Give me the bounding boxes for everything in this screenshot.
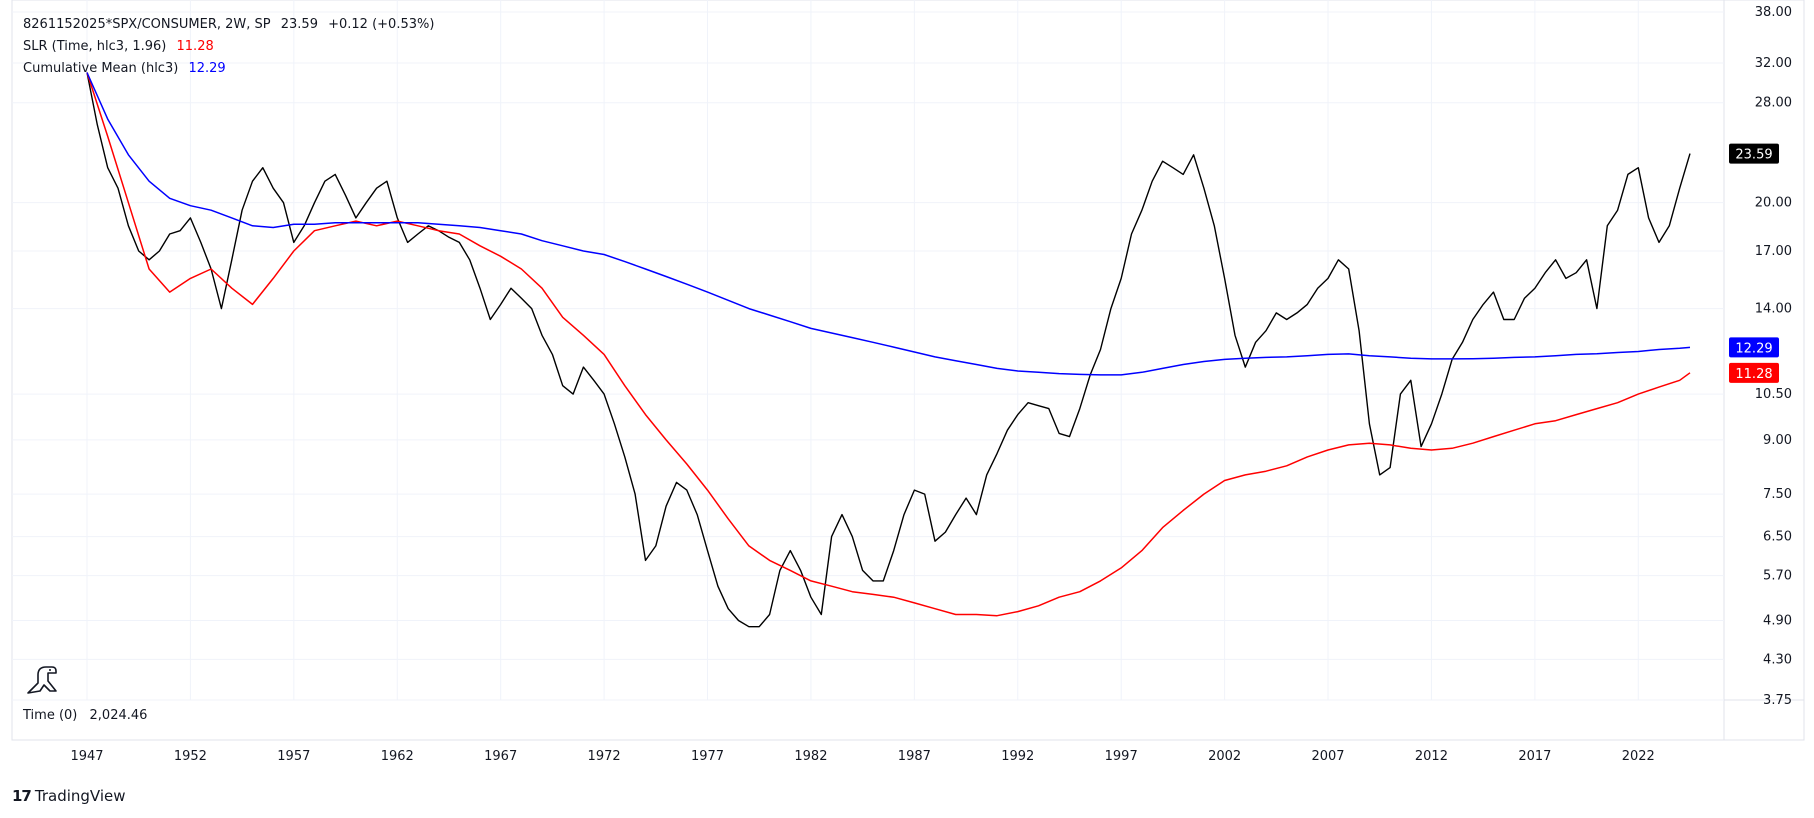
x-tick-label: 1997 — [1105, 749, 1138, 764]
mean-value: 12.29 — [188, 61, 226, 76]
series-layer — [86, 72, 1691, 628]
x-axis[interactable]: 1947 1952 1957 1962 1967 1972 1977 1982 1987 1992… — [70, 749, 1654, 764]
x-tick-label: 1947 — [70, 749, 103, 764]
y-axis[interactable]: 3.75 4.30 4.90 5.70 6.50 7.50 9.00 10.50 14.00 17… — [1755, 5, 1792, 708]
x-tick-label: 2017 — [1518, 749, 1551, 764]
x-tick-label: 1962 — [381, 749, 414, 764]
time-indicator-value: 2,024.46 — [89, 708, 148, 723]
y-tick-label: 5.70 — [1763, 569, 1792, 584]
last-price: 23.59 — [280, 17, 318, 32]
x-tick-label: 1982 — [794, 749, 827, 764]
symbol-label: 8261152025*SPX/CONSUMER, 2W, SP — [23, 17, 271, 32]
x-tick-label: 2002 — [1208, 749, 1241, 764]
x-tick-label: 1967 — [484, 749, 517, 764]
price-tag-label: 12.29 — [1735, 341, 1772, 356]
cumulative-mean-line — [86, 72, 1691, 376]
y-tick-label: 10.50 — [1755, 387, 1792, 402]
mean-label: Cumulative Mean (hlc3) — [23, 61, 179, 76]
brand-name: TradingView — [34, 787, 126, 805]
time-indicator-label: Time (0) — [23, 708, 78, 723]
dinosaur-icon[interactable] — [26, 663, 60, 699]
x-tick-label: 2022 — [1622, 749, 1655, 764]
y-tick-label: 6.50 — [1763, 530, 1792, 545]
price-tag — [1729, 143, 1779, 164]
grid — [11, 0, 1805, 741]
y-tick-label: 38.00 — [1755, 5, 1792, 20]
chart-frame — [11, 0, 1805, 741]
y-tick-label: 7.50 — [1763, 487, 1792, 502]
time-pane-legend[interactable]: Time (0) 2,024.46 — [23, 708, 155, 723]
y-tick-label: 4.30 — [1763, 652, 1792, 667]
y-tick-label: 3.75 — [1763, 693, 1792, 708]
slr-line — [86, 72, 1691, 617]
slr-label: SLR (Time, hlc3, 1.96) — [23, 39, 167, 54]
x-tick-label: 1972 — [588, 749, 621, 764]
y-tick-label: 28.00 — [1755, 96, 1792, 111]
tradingview-logo[interactable]: 17 TradingView — [12, 787, 126, 805]
y-tick-label: 9.00 — [1763, 433, 1792, 448]
price-tag — [1729, 362, 1779, 383]
y-tick-label: 4.90 — [1763, 614, 1792, 629]
legend-row-symbol[interactable]: 8261152025*SPX/CONSUMER, 2W, SP 23.59 +0… — [23, 14, 440, 36]
price-tag-label: 23.59 — [1735, 148, 1772, 163]
legend-row-slr[interactable]: SLR (Time, hlc3, 1.96) 11.28 — [23, 36, 440, 58]
y-tick-label: 17.00 — [1755, 244, 1792, 259]
x-tick-label: 1992 — [1001, 749, 1034, 764]
y-tick-label: 20.00 — [1755, 196, 1792, 211]
x-tick-label: 1977 — [691, 749, 724, 764]
price-tag-label: 11.28 — [1735, 367, 1772, 382]
price-tag — [1729, 337, 1779, 358]
x-tick-label: 2012 — [1415, 749, 1448, 764]
legend: 8261152025*SPX/CONSUMER, 2W, SP 23.59 +0… — [23, 14, 440, 80]
y-tick-label: 14.00 — [1755, 302, 1792, 317]
x-tick-label: 1957 — [277, 749, 310, 764]
x-tick-label: 1952 — [174, 749, 207, 764]
price-line — [86, 72, 1691, 628]
y-tick-label: 32.00 — [1755, 56, 1792, 71]
slr-value: 11.28 — [176, 39, 214, 54]
price-change: +0.12 (+0.53%) — [328, 17, 435, 32]
legend-row-mean[interactable]: Cumulative Mean (hlc3) 12.29 — [23, 58, 440, 80]
price-tags: 23.59 12.29 11.28 — [1729, 143, 1779, 383]
x-tick-label: 2007 — [1311, 749, 1344, 764]
x-tick-label: 1987 — [898, 749, 931, 764]
tv-logo-icon: 17 — [12, 787, 32, 805]
